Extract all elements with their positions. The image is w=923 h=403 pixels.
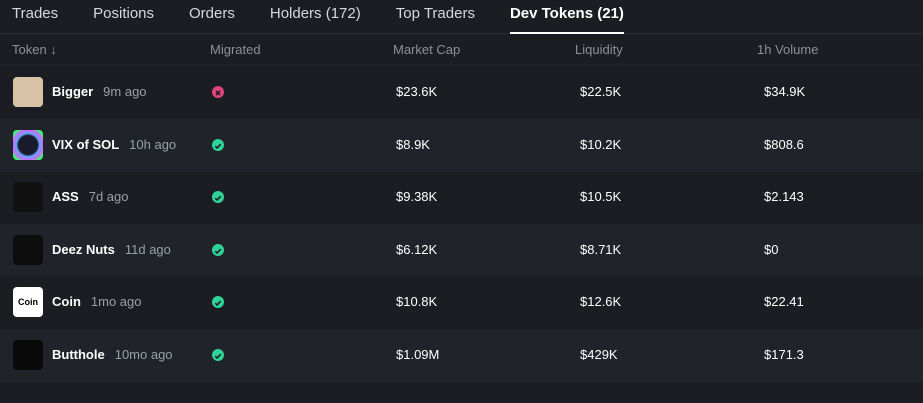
token-icon <box>13 339 43 370</box>
token-age: 10h ago <box>129 136 177 152</box>
token-row[interactable]: ASS 7d ago $9.38K $10.5K $2.143 <box>0 171 923 224</box>
market-cap: $6.12K <box>396 241 438 257</box>
market-cap: $8.9K <box>396 136 430 152</box>
token-row[interactable]: Coin Coin 1mo ago $10.8K $12.6K $22.41 <box>0 276 923 329</box>
tab[interactable]: Top Traders <box>395 5 475 22</box>
tab-bar: Trades Positions Orders Holders (172) Top Tr… <box>0 0 923 34</box>
migrated-status <box>212 86 224 98</box>
token-name[interactable]: Butthole 10mo ago <box>52 347 173 362</box>
token-row[interactable]: VIX of SOL 10h ago $8.9K $10.2K $808.6 <box>0 118 923 172</box>
column-header[interactable]: Token ↓ <box>12 42 57 57</box>
market-cap: $10.8K <box>396 294 438 309</box>
migrated-status <box>212 348 224 361</box>
column-header: Migrated <box>210 42 261 57</box>
tab[interactable]: Positions <box>93 5 155 22</box>
volume: $2.143 <box>764 189 804 204</box>
token-age: 9m ago <box>103 84 147 99</box>
column-header[interactable]: Liquidity <box>575 42 623 57</box>
token-name-text: Deez Nuts <box>52 241 115 257</box>
tab[interactable]: Trades <box>12 5 59 22</box>
token-row[interactable]: Butthole 10mo ago $1.09M $429K $171.3 <box>0 328 923 382</box>
liquidity: $8.71K <box>580 241 622 257</box>
column-header[interactable]: 1h Volume <box>757 42 819 57</box>
migrated-status <box>212 243 224 256</box>
liquidity: $12.6K <box>580 294 622 309</box>
token-icon <box>13 182 43 212</box>
migrated-status <box>212 296 224 308</box>
tab[interactable]: Orders <box>189 5 235 22</box>
token-name-text: Coin <box>52 294 81 309</box>
liquidity: $22.5K <box>580 84 622 99</box>
tab[interactable]: Holders (172) <box>269 5 361 22</box>
token-name-text: VIX of SOL <box>52 136 120 152</box>
migrated-status <box>212 191 224 203</box>
tab[interactable]: Dev Tokens (21) <box>509 0 624 34</box>
token-icon <box>13 234 43 265</box>
token-name[interactable]: VIX of SOL 10h ago <box>52 137 176 152</box>
volume: $0 <box>764 241 779 257</box>
token-name-text: ASS <box>52 189 79 204</box>
token-age: 11d ago <box>124 241 171 257</box>
volume: $22.41 <box>764 294 804 309</box>
column-header[interactable]: Market Cap <box>393 42 461 57</box>
market-cap: $1.09M <box>396 346 440 362</box>
volume: $808.6 <box>764 136 804 152</box>
token-name[interactable]: Bigger 9m ago <box>52 84 147 99</box>
token-name[interactable]: Coin 1mo ago <box>52 294 141 309</box>
token-name-text: Butthole <box>52 346 105 362</box>
token-row[interactable]: Bigger 9m ago $23.6K $22.5K $34.9K <box>0 66 923 119</box>
liquidity: $10.2K <box>580 136 622 152</box>
token-age: 1mo ago <box>90 294 142 309</box>
token-icon <box>13 77 43 107</box>
market-cap: $9.38K <box>396 189 438 204</box>
token-age: 10mo ago <box>114 346 173 362</box>
table-header: Token ↓ Migrated Market Cap Liquidity 1h Vol… <box>0 35 923 66</box>
token-age: 7d ago <box>88 189 129 204</box>
token-row[interactable]: Deez Nuts 11d ago $6.12K $8.71K $0 <box>0 223 923 277</box>
migrated-status <box>212 138 224 151</box>
liquidity: $10.5K <box>580 189 622 204</box>
token-name-text: Bigger <box>52 84 94 99</box>
market-cap: $23.6K <box>396 84 438 99</box>
token-icon: Coin <box>13 287 43 317</box>
volume: $34.9K <box>764 84 806 99</box>
token-name[interactable]: Deez Nuts 11d ago <box>52 242 171 257</box>
liquidity: $429K <box>580 346 618 362</box>
volume: $171.3 <box>764 346 804 362</box>
token-icon <box>13 129 43 160</box>
token-name[interactable]: ASS 7d ago <box>52 189 129 204</box>
